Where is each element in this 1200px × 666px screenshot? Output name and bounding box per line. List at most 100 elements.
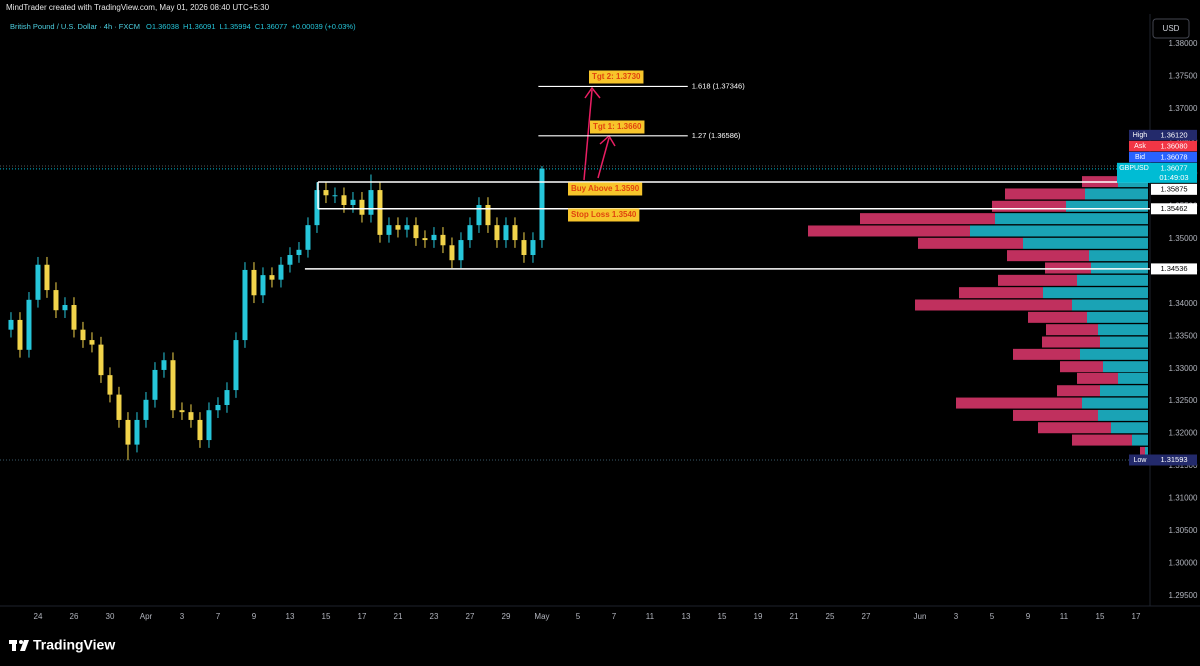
candle-body: [269, 275, 275, 280]
note-text: Tgt 2: 1.3730: [592, 72, 641, 81]
x-tick-label: 5: [990, 612, 995, 621]
candle-body: [341, 195, 347, 206]
level-tag-value: 1.34536: [1160, 264, 1187, 273]
price-tag-name-box: [1129, 454, 1151, 466]
x-tick-label: 9: [252, 612, 257, 621]
candle-body: [89, 340, 95, 345]
profile-down: [1140, 446, 1145, 458]
profile-down: [998, 274, 1077, 286]
profile-up: [1080, 348, 1148, 360]
profile-down: [959, 287, 1043, 299]
arrow: [597, 137, 610, 179]
x-tick-label: 9: [1026, 612, 1031, 621]
candle-body: [8, 319, 14, 330]
x-tick-label: 27: [862, 612, 871, 621]
note-box: [589, 70, 644, 84]
x-tick-label: 11: [1060, 612, 1069, 621]
candle-body: [26, 299, 32, 350]
candle-body: [449, 245, 455, 261]
candle-body: [224, 390, 230, 406]
profile-down: [1045, 262, 1091, 274]
profile-up: [1118, 372, 1148, 384]
countdown: 01:49:03: [1159, 173, 1188, 182]
price-tag-name: Bid: [1135, 154, 1145, 161]
profile-down: [918, 237, 1023, 249]
profile-down: [992, 200, 1066, 212]
y-tick-label: 1.38000: [1169, 39, 1198, 48]
candle-body: [386, 225, 392, 235]
candle-body: [179, 410, 185, 413]
x-tick-label: 26: [70, 612, 79, 621]
x-tick-label: 21: [790, 612, 799, 621]
level-tag-box: [1151, 203, 1197, 215]
currency[interactable]: USD: [1163, 24, 1180, 33]
profile-down: [1060, 361, 1103, 373]
currency-button[interactable]: [1152, 18, 1190, 39]
candle-body: [188, 412, 194, 420]
profile-up: [970, 225, 1148, 237]
note-text: Stop Loss 1.3540: [571, 210, 637, 219]
x-tick-label: Apr: [140, 612, 153, 621]
candle-body: [215, 405, 221, 411]
price-tag-value: 1.31593: [1160, 455, 1187, 464]
price-tag-value: 1.36120: [1160, 130, 1187, 139]
candle-body: [485, 205, 491, 226]
candle-body: [494, 225, 500, 241]
y-tick-label: 1.32500: [1169, 396, 1198, 405]
price-tag-box: [1151, 454, 1197, 466]
y-tick-label: 1.30000: [1169, 559, 1198, 568]
price-tag-name-box: [1117, 162, 1151, 183]
profile-up: [995, 213, 1148, 225]
profile-up: [1132, 434, 1148, 446]
level-tag-box: [1151, 263, 1197, 275]
note-box: [590, 120, 645, 134]
x-tick-label: 21: [394, 612, 403, 621]
x-tick-label: 29: [502, 612, 511, 621]
profile-down: [1013, 348, 1080, 360]
candle-body: [377, 190, 383, 235]
profile-down: [1057, 385, 1100, 397]
x-tick-label: 3: [180, 612, 185, 621]
candle-body: [44, 264, 50, 291]
profile-up: [1098, 409, 1148, 421]
x-tick-label: 25: [826, 612, 835, 621]
x-tick-label: 24: [34, 612, 43, 621]
arrow: [583, 89, 593, 181]
profile-down: [1072, 434, 1132, 446]
candle-body: [278, 264, 284, 280]
candle-body: [152, 369, 158, 400]
candle-body: [197, 419, 203, 441]
candle-body: [467, 225, 473, 241]
candle-body: [314, 190, 320, 226]
x-tick-label: 15: [718, 612, 727, 621]
x-tick-label: May: [534, 612, 549, 621]
candle-body: [251, 269, 257, 296]
candle-body: [35, 264, 41, 300]
x-tick-label: 13: [286, 612, 295, 621]
logo-part: [12, 640, 16, 651]
x-tick-label: 7: [216, 612, 221, 621]
logo-part: [20, 640, 29, 651]
note-box: [568, 182, 643, 196]
x-tick-label: 7: [612, 612, 617, 621]
y-tick-label: 1.29500: [1169, 591, 1198, 600]
candle-body: [458, 240, 464, 261]
profile-up: [1077, 274, 1148, 286]
candle-body: [359, 199, 365, 215]
y-tick-label: 1.31500: [1169, 461, 1198, 470]
candle-body: [323, 190, 329, 196]
arrow-head: [584, 86, 601, 99]
y-tick-label: 1.35000: [1169, 234, 1198, 243]
x-tick-label: Jun: [914, 612, 927, 621]
candle-body: [512, 225, 518, 241]
y-tick-label: 1.33500: [1169, 331, 1198, 340]
price-tag-name: Low: [1134, 457, 1148, 464]
profile-up: [1072, 299, 1148, 311]
profile-down: [1028, 311, 1087, 323]
fib-label: 1.27 (1.36586): [692, 131, 741, 140]
price-tag-name: Ask: [1134, 143, 1146, 150]
profile-down: [1013, 409, 1098, 421]
candle-body: [17, 319, 23, 350]
profile-up: [1091, 262, 1148, 274]
note-text: Tgt 1: 1.3660: [593, 122, 642, 131]
